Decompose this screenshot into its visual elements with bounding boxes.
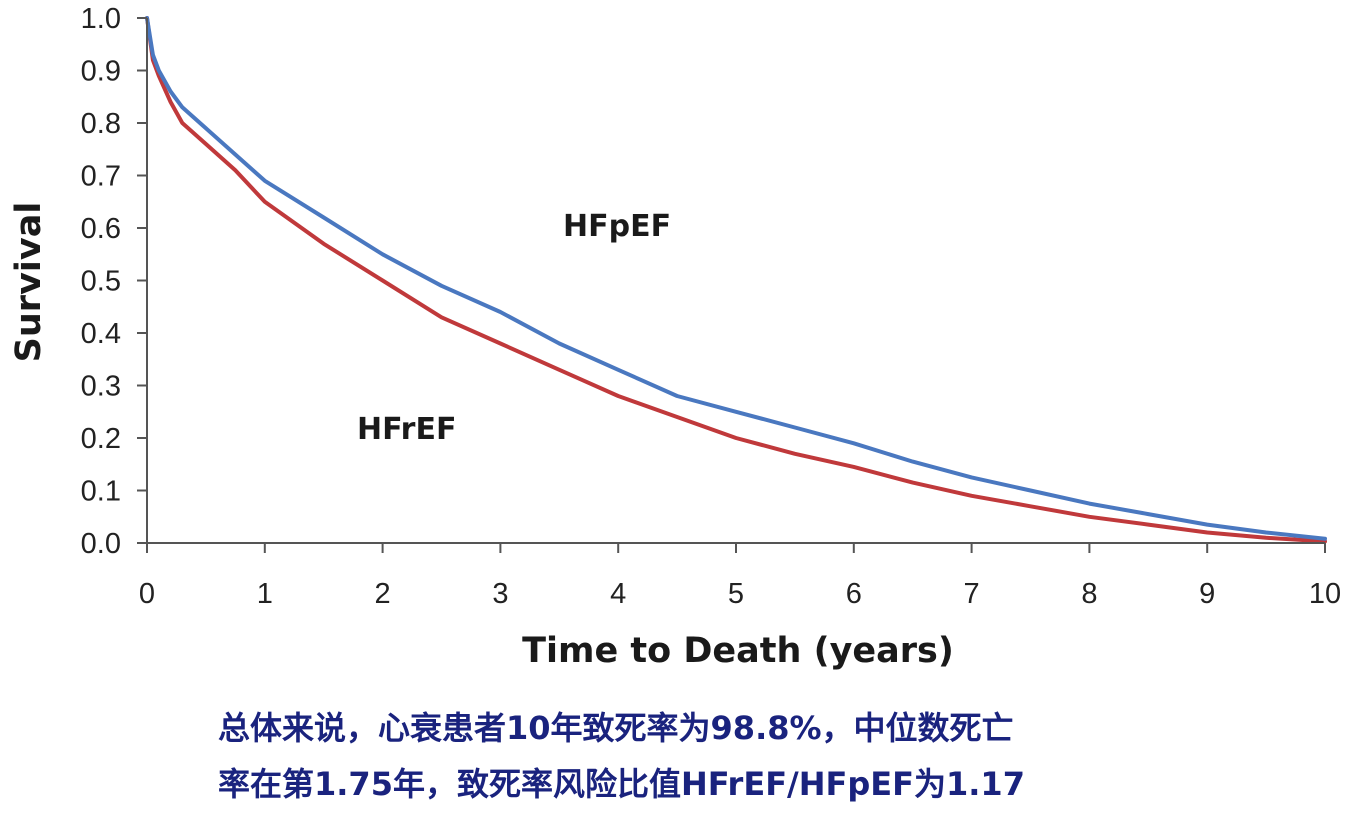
y-tick-label: 0.9: [81, 56, 121, 88]
plot-lines: [145, 16, 1327, 544]
axes: [146, 18, 1325, 544]
caption: 总体来说，心衰患者10年致死率为98.8%，中位数死亡 率在第1.75年，致死率…: [218, 700, 1318, 812]
y-tick-label: 0.5: [81, 266, 121, 298]
y-tick-label: 0.6: [81, 213, 121, 245]
y-tick-label: 0.2: [81, 423, 121, 455]
y-tick-label: 0.3: [81, 371, 121, 403]
caption-line-1: 总体来说，心衰患者10年致死率为98.8%，中位数死亡: [218, 709, 1014, 747]
x-tick-label: 8: [1081, 578, 1097, 610]
series-line-hfref: [145, 16, 1327, 544]
series-label-hfpef: HFpEF: [563, 209, 671, 244]
y-tick-label: 1.0: [81, 3, 121, 35]
x-tick-label: 5: [728, 578, 744, 610]
y-axis-title: Survival: [9, 202, 49, 363]
series-line-hfpef: [145, 16, 1327, 541]
y-tick-label: 0.7: [81, 161, 121, 193]
series-label-hfref: HFrEF: [357, 412, 456, 447]
x-tick-label: 9: [1199, 578, 1215, 610]
y-tick-label: 0.1: [81, 476, 121, 508]
x-tick-label: 6: [846, 578, 862, 610]
y-tick-label: 0.4: [81, 318, 121, 350]
x-tick-label: 2: [375, 578, 391, 610]
tick-labels: 0.0 0.1 0.2 0.3 0.4 0.5 0.6 0.7 0.8 0.9 1.0 0 1 2 3 4 5 6…: [81, 3, 1341, 610]
x-tick-label: 0: [139, 578, 155, 610]
y-tick-label: 0.8: [81, 108, 121, 140]
y-tick-label: 0.0: [81, 528, 121, 560]
x-tick-label: 1: [257, 578, 273, 610]
x-tick-label: 7: [964, 578, 980, 610]
x-tick-label: 10: [1309, 578, 1341, 610]
x-tick-label: 4: [610, 578, 626, 610]
x-axis-title: Time to Death (years): [522, 631, 954, 671]
caption-line-2: 率在第1.75年，致死率风险比值HFrEF/HFpEF为1.17: [218, 765, 1025, 803]
ticks: [137, 17, 1326, 553]
survival-chart: 0.0 0.1 0.2 0.3 0.4 0.5 0.6 0.7 0.8 0.9 1.0 0 1 2 3 4 5 6…: [9, 3, 1341, 671]
x-tick-label: 3: [492, 578, 508, 610]
